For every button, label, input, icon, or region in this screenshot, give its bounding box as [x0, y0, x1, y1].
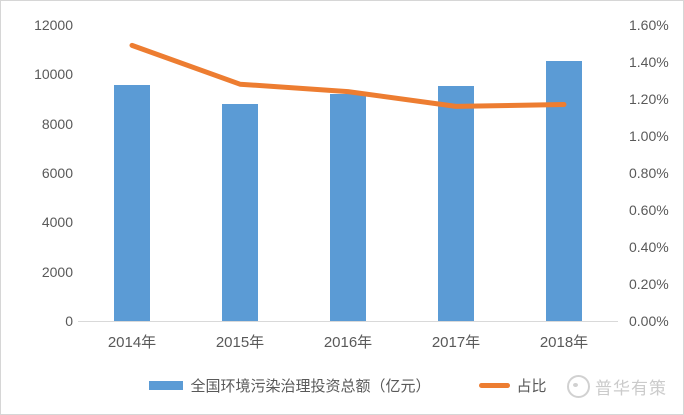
bar-2017年 — [438, 85, 474, 321]
legend-item-ratio: 占比 — [478, 375, 547, 396]
x-axis-label-2017年: 2017年 — [431, 334, 481, 351]
legend: 全国环境污染治理投资总额（亿元） 占比 — [78, 375, 618, 396]
right-axis-tick: 0.80% — [629, 165, 669, 181]
right-axis-tick: 0.20% — [629, 276, 669, 292]
watermark-text: 普华有策 — [595, 379, 667, 398]
bar-series-swatch-icon — [149, 381, 184, 390]
x-axis-label-2016年: 2016年 — [323, 334, 373, 351]
right-axis-tick: 1.20% — [629, 91, 669, 107]
left-axis-tick: 2000 — [41, 263, 73, 280]
right-axis-tick: 1.60% — [629, 17, 669, 33]
legend-item-investment: 全国环境污染治理投资总额（亿元） — [149, 375, 431, 396]
bar-2014年 — [114, 84, 150, 321]
left-axis-tick: 12000 — [34, 17, 73, 33]
legend-label-investment: 全国环境污染治理投资总额（亿元） — [190, 378, 431, 395]
x-axis-label-2014年: 2014年 — [107, 334, 157, 351]
right-axis-tick: 0.40% — [629, 239, 669, 255]
left-axis-tick: 6000 — [41, 165, 73, 181]
left-axis-tick: 8000 — [41, 115, 73, 132]
puhua-logo-dot-icon — [573, 383, 578, 387]
right-axis-tick: 1.40% — [629, 54, 669, 70]
bar-2016年 — [330, 93, 366, 321]
puhua-logo-icon — [567, 375, 590, 398]
left-axis-tick: 0 — [65, 313, 73, 329]
x-axis-line — [78, 321, 618, 322]
x-axis-label-2018年: 2018年 — [539, 334, 589, 351]
left-axis-tick: 4000 — [41, 214, 73, 231]
bar-2015年 — [222, 103, 258, 321]
bar-2018年 — [546, 61, 582, 321]
left-axis-tick: 10000 — [34, 66, 73, 83]
line-series-swatch-icon — [478, 383, 510, 388]
legend-label-ratio: 占比 — [516, 378, 547, 395]
right-axis-tick: 0.60% — [629, 202, 669, 218]
watermark: 普华有策 — [567, 374, 667, 399]
right-axis-tick: 0.00% — [629, 313, 669, 329]
right-axis-tick: 1.00% — [629, 128, 669, 144]
x-axis-label-2015年: 2015年 — [215, 334, 265, 351]
